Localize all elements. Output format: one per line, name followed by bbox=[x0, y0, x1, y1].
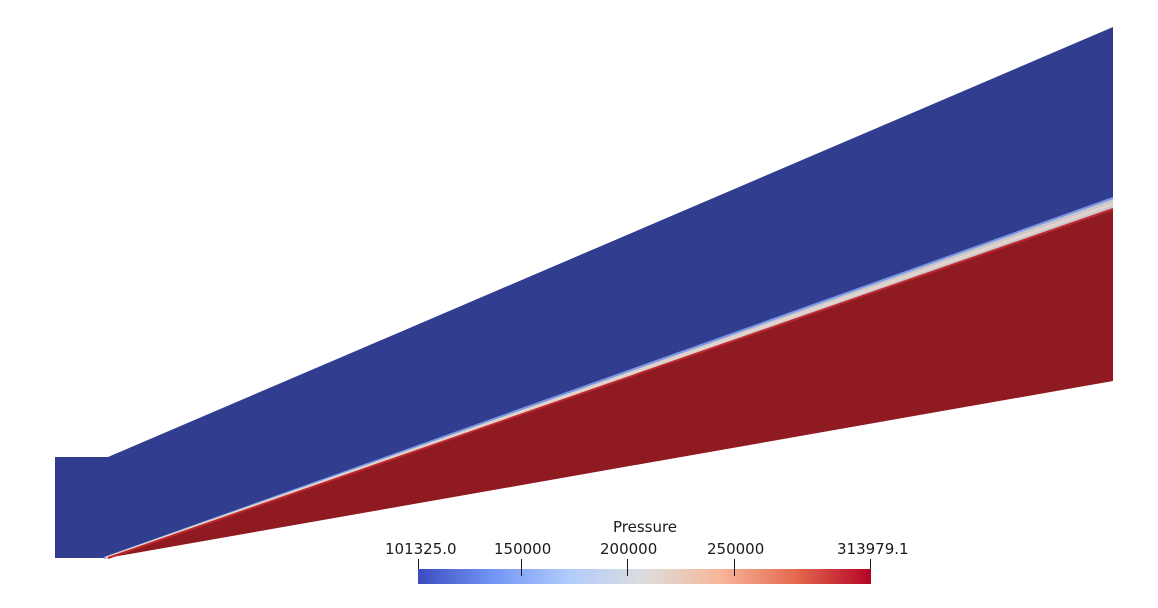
shock-front-red bbox=[107, 208, 1114, 559]
shock-front-light bbox=[105, 202, 1114, 560]
low-pressure-region bbox=[55, 27, 1113, 558]
